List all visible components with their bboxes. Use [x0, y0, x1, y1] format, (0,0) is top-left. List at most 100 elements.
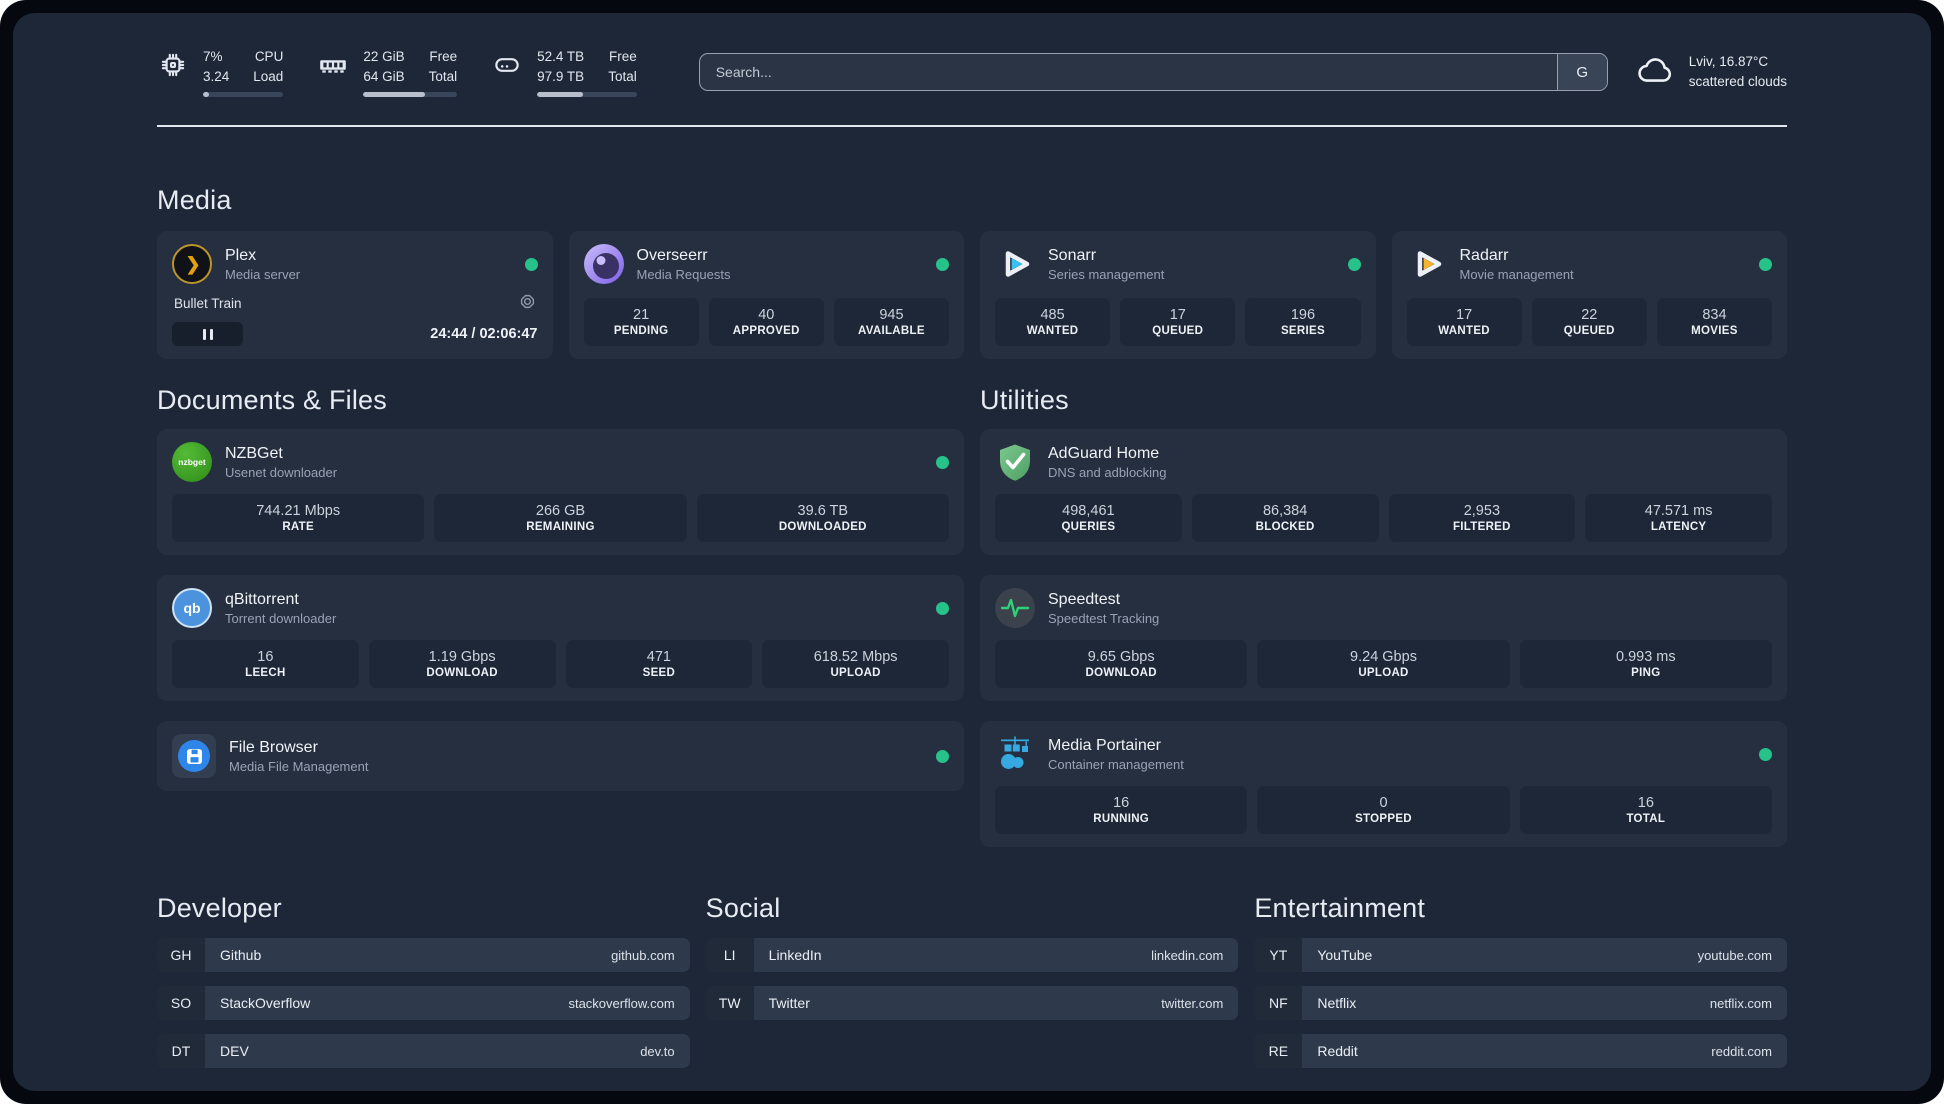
app-description: Torrent downloader — [225, 610, 337, 626]
bookmark-netflix[interactable]: NF Netflix netflix.com — [1254, 986, 1787, 1020]
app-name: Plex — [225, 246, 257, 264]
bookmark-abbr: YT — [1254, 938, 1303, 972]
stat-label: TOTAL — [1626, 813, 1666, 825]
bookmark-abbr: LI — [705, 938, 754, 972]
bookmark-url: github.com — [611, 947, 675, 963]
status-online-dot — [936, 455, 949, 469]
bookmark-name: Twitter — [768, 995, 810, 1011]
bookmark-abbr: SO — [157, 986, 205, 1020]
cpu-load-value: 3.24 — [203, 68, 230, 84]
bookmark-abbr: RE — [1254, 1034, 1303, 1068]
bookmark-youtube[interactable]: YT YouTube youtube.com — [1254, 938, 1787, 972]
app-card-radarr[interactable]: Radarr Movie management 17 WANTED 22 QUE… — [1391, 231, 1787, 359]
bookmark-dev[interactable]: DT DEV dev.to — [157, 1034, 690, 1068]
status-online-dot — [524, 257, 538, 271]
stat-label: MOVIES — [1691, 325, 1738, 337]
memory-progress-bar — [363, 92, 458, 98]
app-card-speedtest[interactable]: Speedtest Speedtest Tracking 9.65 Gbps D… — [980, 575, 1787, 701]
app-name: Media Portainer — [1048, 736, 1161, 754]
stat-tile: 47.571 ms LATENCY — [1585, 494, 1772, 542]
section-media: Media ❯ Plex Media server Bullet Train — [157, 185, 1787, 359]
stat-label: QUERIES — [1061, 521, 1116, 533]
stat-tile: 471 SEED — [565, 640, 753, 688]
stat-tile: 9.65 Gbps DOWNLOAD — [995, 640, 1248, 688]
stat-value: 834 — [1702, 307, 1727, 323]
bookmark-twitter[interactable]: TW Twitter twitter.com — [705, 986, 1239, 1020]
stat-value: 22 — [1581, 307, 1598, 323]
cpu-usage-value: 7% — [203, 48, 223, 64]
stat-tile: 0.993 ms PING — [1519, 640, 1772, 688]
stat-label: QUEUED — [1152, 325, 1204, 337]
stat-label: PENDING — [613, 325, 669, 337]
speedtest-pulse-icon — [995, 588, 1035, 628]
stat-tile: 86,384 BLOCKED — [1191, 494, 1379, 542]
search-input[interactable] — [699, 54, 1557, 90]
app-description: Speedtest Tracking — [1048, 610, 1160, 626]
stat-label: QUEUED — [1563, 325, 1615, 337]
disk-total-label: Total — [608, 68, 637, 84]
bookmark-name: LinkedIn — [768, 947, 822, 963]
stat-tile: 21 PENDING — [583, 298, 699, 346]
bookmark-linkedin[interactable]: LI LinkedIn linkedin.com — [705, 938, 1239, 972]
stat-tile: 16 RUNNING — [995, 786, 1248, 834]
bookmark-url: netflix.com — [1709, 995, 1772, 1011]
status-online-dot — [1759, 747, 1772, 761]
app-card-adguard-home[interactable]: AdGuard Home DNS and adblocking 498,461 … — [980, 429, 1787, 555]
memory-total-value: 64 GiB — [363, 68, 405, 84]
disk-progress-bar — [537, 92, 637, 98]
bookmark-url: linkedin.com — [1151, 947, 1224, 963]
app-card-media-portainer[interactable]: Media Portainer Container management 16 … — [980, 721, 1787, 847]
cpu-progress-fill — [203, 92, 209, 98]
stat-value: 17 — [1169, 307, 1186, 323]
stat-value: 47.571 ms — [1644, 503, 1713, 519]
stat-label: DOWNLOAD — [1085, 667, 1157, 679]
app-card-plex[interactable]: ❯ Plex Media server Bullet Train — [157, 231, 553, 359]
app-card-nzbget[interactable]: nzbget NZBGet Usenet downloader 744.21 M… — [157, 429, 964, 555]
app-name: Radarr — [1459, 246, 1509, 264]
section-title-entertainment: Entertainment — [1254, 893, 1426, 923]
app-card-file-browser[interactable]: File Browser Media File Management — [157, 721, 964, 791]
app-card-overseerr[interactable]: Overseerr Media Requests 21 PENDING 40 A… — [568, 231, 964, 359]
section-title-media: Media — [157, 185, 232, 215]
app-name: Overseerr — [636, 246, 708, 264]
section-title-utilities: Utilities — [980, 385, 1069, 415]
status-online-dot — [936, 601, 949, 615]
cpu-usage-label: CPU — [254, 48, 284, 64]
bookmark-name: StackOverflow — [220, 995, 311, 1011]
stat-value: 0 — [1379, 795, 1388, 811]
bookmark-name: Reddit — [1317, 1043, 1358, 1059]
bookmark-name: YouTube — [1317, 947, 1373, 963]
stat-label: RATE — [282, 521, 314, 533]
search-bar[interactable]: G — [698, 53, 1608, 91]
stat-value: 9.65 Gbps — [1087, 649, 1155, 665]
hdd-icon — [491, 49, 523, 81]
disk-free-label: Free — [608, 48, 637, 64]
stat-value: 498,461 — [1062, 503, 1115, 519]
bookmark-reddit[interactable]: RE Reddit reddit.com — [1254, 1034, 1787, 1068]
search-engine-button[interactable]: G — [1556, 54, 1607, 90]
status-online-dot — [1347, 257, 1361, 271]
stat-value: 0.993 ms — [1615, 649, 1676, 665]
app-card-sonarr[interactable]: Sonarr Series management 485 WANTED 17 Q… — [980, 231, 1376, 359]
bookmark-github[interactable]: GH Github github.com — [157, 938, 690, 972]
nzbget-logo-text: nzbget — [178, 457, 206, 467]
bookmark-url: youtube.com — [1697, 947, 1772, 963]
stat-label: AVAILABLE — [858, 325, 925, 337]
header-divider — [157, 125, 1787, 127]
app-card-qbittorrent[interactable]: qb qBittorrent Torrent downloader 16 LEE… — [157, 575, 964, 701]
stat-value: 39.6 TB — [797, 503, 849, 519]
stat-label: WANTED — [1438, 325, 1490, 337]
stat-value: 945 — [879, 307, 904, 323]
disk-stat: 52.4 TB 97.9 TB Free Total — [491, 47, 637, 98]
media-type-icon — [519, 293, 536, 313]
app-description: Series management — [1048, 266, 1165, 282]
stat-tile: 744.21 Mbps RATE — [172, 494, 425, 542]
stat-tile: 40 APPROVED — [708, 298, 824, 346]
app-name: File Browser — [229, 738, 318, 756]
bookmark-name: Github — [220, 947, 262, 963]
disk-progress-fill — [537, 92, 583, 98]
bookmark-stackoverflow[interactable]: SO StackOverflow stackoverflow.com — [157, 986, 690, 1020]
cpu-progress-bar — [203, 92, 284, 98]
app-description: Media File Management — [229, 758, 369, 774]
